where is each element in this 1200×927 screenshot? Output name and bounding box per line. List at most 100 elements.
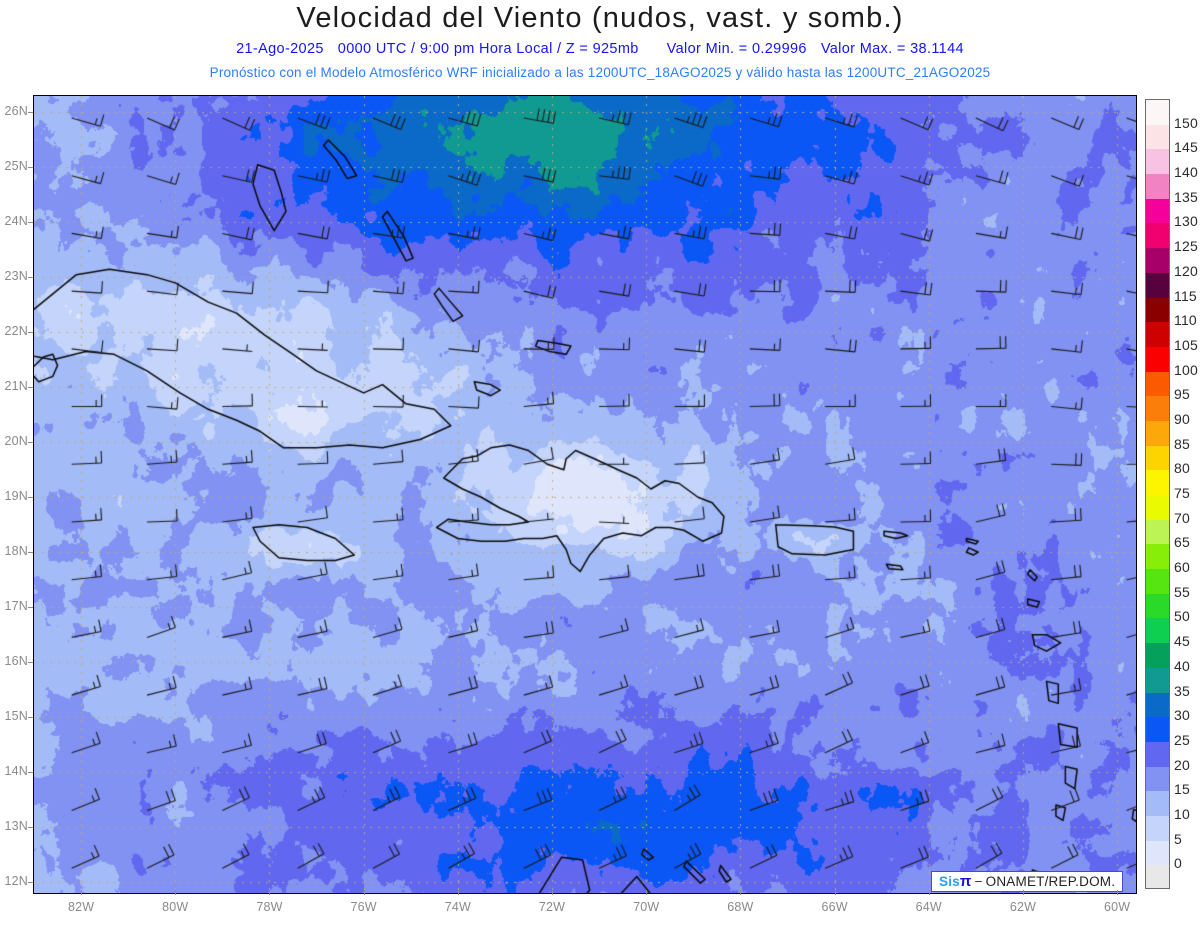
colorbar-band bbox=[1146, 223, 1169, 249]
logo-sis-text: Sis bbox=[939, 874, 960, 889]
longitude-tick-label: 72W bbox=[538, 900, 566, 914]
longitude-tick-mark bbox=[457, 890, 459, 895]
attribution-logo: Sis π − ONAMET/REP.DOM. bbox=[931, 871, 1124, 892]
colorbar-tick-label: 115 bbox=[1174, 287, 1197, 304]
longitude-tick-mark bbox=[1117, 890, 1119, 895]
latitude-tick-mark bbox=[28, 607, 33, 609]
colorbar-band bbox=[1146, 766, 1169, 792]
colorbar-tick-label: 150 bbox=[1174, 114, 1198, 131]
colorbar-tick-label: 25 bbox=[1174, 731, 1190, 748]
logo-organization: ONAMET/REP.DOM. bbox=[985, 874, 1116, 889]
colorbar-tick-label: 120 bbox=[1174, 262, 1198, 279]
colorbar-band bbox=[1146, 865, 1169, 888]
colorbar-tick-label: 140 bbox=[1174, 164, 1198, 181]
longitude-tick-label: 68W bbox=[727, 900, 754, 914]
colorbar-tick-label: 65 bbox=[1174, 534, 1190, 551]
latitude-tick-mark bbox=[28, 827, 33, 829]
colorbar-tick-label: 20 bbox=[1174, 756, 1190, 773]
latitude-tick-label: 17N bbox=[4, 599, 28, 614]
colorbar-tick-label: 60 bbox=[1174, 559, 1190, 576]
colorbar-band bbox=[1146, 371, 1169, 397]
colorbar-tick-label: 50 bbox=[1174, 608, 1190, 625]
colorbar-tick-label: 80 bbox=[1174, 460, 1190, 477]
colorbar-band bbox=[1146, 100, 1169, 125]
model-info-line: Pronóstico con el Modelo Atmosférico WRF… bbox=[209, 65, 991, 80]
colorbar-band bbox=[1146, 717, 1169, 742]
latitude-tick-mark bbox=[28, 277, 33, 279]
colorbar-tick-label: 40 bbox=[1174, 657, 1190, 674]
colorbar-band bbox=[1146, 495, 1169, 520]
colorbar-band bbox=[1146, 840, 1169, 866]
colorbar-band bbox=[1146, 396, 1169, 421]
colorbar-tick-label: 10 bbox=[1174, 805, 1190, 822]
latitude-tick-label: 21N bbox=[4, 379, 28, 394]
colorbar-band bbox=[1146, 420, 1169, 446]
colorbar-tick-label: 90 bbox=[1174, 410, 1190, 427]
colorbar-band bbox=[1146, 198, 1169, 224]
latitude-tick-label: 22N bbox=[4, 324, 28, 339]
wind-speed-colorbar bbox=[1145, 99, 1170, 889]
colorbar-tick-label: 110 bbox=[1174, 312, 1197, 329]
colorbar-band bbox=[1146, 667, 1169, 693]
colorbar-tick-label: 85 bbox=[1174, 435, 1190, 452]
longitude-tick-label: 66W bbox=[821, 900, 848, 914]
colorbar-tick-label: 5 bbox=[1174, 830, 1182, 847]
longitude-tick-label: 62W bbox=[1009, 900, 1037, 914]
latitude-tick-label: 19N bbox=[4, 489, 28, 504]
colorbar-tick-label: 75 bbox=[1174, 485, 1190, 501]
colorbar-tick-label: 15 bbox=[1174, 781, 1190, 798]
logo-separator: − bbox=[974, 874, 983, 889]
longitude-tick-label: 70W bbox=[633, 900, 660, 914]
page-title: Velocidad del Viento (nudos, vast. y som… bbox=[296, 2, 904, 34]
colorbar-band bbox=[1146, 815, 1169, 841]
latitude-tick-label: 20N bbox=[4, 434, 28, 449]
colorbar-band bbox=[1146, 124, 1169, 150]
longitude-tick-mark bbox=[834, 890, 836, 895]
colorbar-band bbox=[1146, 297, 1169, 323]
latitude-tick-mark bbox=[28, 552, 33, 554]
latitude-tick-label: 18N bbox=[4, 544, 28, 559]
colorbar-tick-label: 145 bbox=[1174, 139, 1198, 156]
latitude-tick-mark bbox=[28, 442, 33, 444]
colorbar-band bbox=[1146, 593, 1169, 619]
colorbar-band bbox=[1146, 174, 1169, 199]
colorbar-tick-label: 30 bbox=[1174, 707, 1190, 724]
wind-speed-shaded-field bbox=[34, 96, 1136, 893]
latitude-tick-mark bbox=[28, 662, 33, 664]
colorbar-band bbox=[1146, 569, 1169, 594]
latitude-tick-mark bbox=[28, 497, 33, 499]
latitude-tick-label: 14N bbox=[4, 764, 28, 779]
longitude-tick-mark bbox=[269, 890, 271, 895]
longitude-tick-label: 60W bbox=[1104, 900, 1131, 914]
colorbar-tick-label: 45 bbox=[1174, 633, 1190, 650]
latitude-tick-label: 15N bbox=[4, 709, 28, 724]
longitude-tick-label: 82W bbox=[67, 900, 95, 914]
longitude-tick-label: 78W bbox=[256, 900, 283, 914]
latitude-tick-mark bbox=[28, 717, 33, 719]
colorbar-tick-label: 100 bbox=[1174, 361, 1198, 378]
colorbar-tick-label: 0 bbox=[1174, 855, 1182, 872]
latitude-tick-mark bbox=[28, 167, 33, 169]
longitude-tick-mark bbox=[928, 890, 930, 895]
colorbar-band bbox=[1146, 470, 1169, 495]
longitude-tick-mark bbox=[175, 890, 177, 895]
colorbar-band bbox=[1146, 741, 1169, 767]
colorbar-tick-label: 70 bbox=[1174, 509, 1190, 526]
latitude-tick-label: 13N bbox=[4, 819, 28, 834]
longitude-tick-mark bbox=[81, 890, 83, 895]
value-max: Valor Max. = 38.1144 bbox=[820, 41, 964, 57]
colorbar-tick-label: 105 bbox=[1174, 336, 1198, 353]
colorbar-tick-label: 135 bbox=[1174, 188, 1198, 205]
latitude-tick-mark bbox=[28, 387, 33, 389]
latitude-tick-mark bbox=[28, 222, 33, 224]
colorbar-band bbox=[1146, 618, 1169, 644]
colorbar-tick-label: 55 bbox=[1174, 583, 1190, 600]
latitude-tick-mark bbox=[28, 332, 33, 334]
header: Velocidad del Viento (nudos, vast. y som… bbox=[0, 0, 1200, 92]
colorbar-tick-label: 130 bbox=[1174, 213, 1198, 230]
colorbar-tick-label: 125 bbox=[1174, 238, 1198, 255]
colorbar-tick-label: 95 bbox=[1174, 386, 1190, 403]
colorbar-band bbox=[1146, 346, 1169, 372]
map-plot-area[interactable] bbox=[33, 95, 1137, 894]
